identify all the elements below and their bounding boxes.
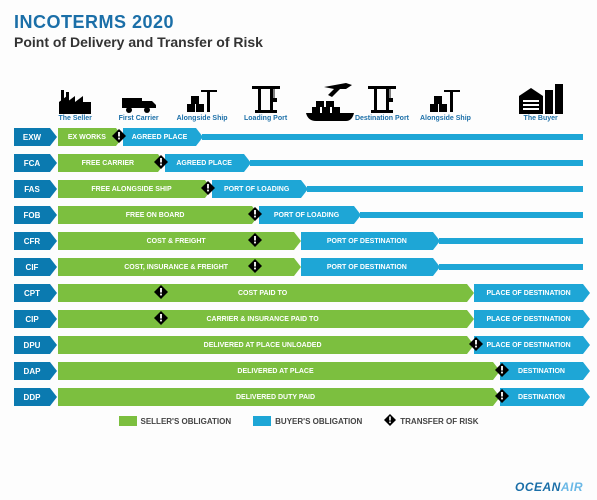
header-stop-dest_port: Destination Port [354,84,410,122]
legend-buyer: BUYER'S OBLIGATION [253,414,362,428]
buyer-tail [360,212,583,218]
brand-logo: OCEANAIR [515,480,583,494]
incoterm-track: DELIVERED DUTY PAID DESTINATION [58,388,583,406]
legend-swatch-buyer [253,416,271,426]
transfer-of-risk-marker [201,181,215,195]
seller-segment: FREE ALONGSIDE SHIP [58,180,205,198]
incoterm-track: EX WORKS AGREED PLACE [58,128,583,146]
buyer-segment: PORT OF LOADING [212,180,301,198]
transfer-of-risk-marker [154,155,168,169]
incoterm-code-badge: DDP [14,388,50,406]
transfer-of-risk-marker [154,311,168,325]
header-stop-seller: The Seller [47,88,103,122]
brand-part2: AIR [561,480,583,494]
buyer-tail [307,186,583,192]
header-stop-buyer: The Buyer [513,84,569,122]
incoterm-row: CIP CARRIER & INSURANCE PAID TO PLACE OF D… [14,308,583,330]
seller-segment: FREE ON BOARD [58,206,252,224]
header-stop-alongside2: Alongside Ship [417,90,473,122]
incoterm-track: FREE ALONGSIDE SHIP PORT OF LOADING [58,180,583,198]
seller-segment: DELIVERED AT PLACE [58,362,493,380]
transfer-of-risk-marker [112,129,126,143]
incoterm-track: FREE CARRIER AGREED PLACE [58,154,583,172]
seller-segment: FREE CARRIER [58,154,158,172]
buyer-segment: AGREED PLACE [123,128,197,146]
buyer-segment: DESTINATION [500,388,583,406]
incoterm-row: CFR COST & FREIGHTPORT OF DESTINATION [14,230,583,252]
seller-segment: EX WORKS [58,128,116,146]
buyer-tail [250,160,584,166]
seller-segment: DELIVERED DUTY PAID [58,388,493,406]
incoterm-row: DPU DELIVERED AT PLACE UNLOADED PLACE OF D… [14,334,583,356]
page-subtitle: Point of Delivery and Transfer of Risk [14,34,583,50]
incoterm-code-badge: FAS [14,180,50,198]
incoterm-code-badge: CPT [14,284,50,302]
legend-seller: SELLER'S OBLIGATION [119,414,232,428]
transfer-of-risk-marker [495,363,509,377]
incoterm-row: CPT COST PAID TO PLACE OF DESTINATION [14,282,583,304]
transfer-of-risk-marker [154,285,168,299]
incoterm-row: FCA FREE CARRIER AGREED PLACE [14,152,583,174]
buyer-tail [439,238,584,244]
brand-part1: OCEAN [515,480,561,494]
page-title: INCOTERMS 2020 [14,12,583,33]
buyer-segment: DESTINATION [500,362,583,380]
incoterm-code-badge: DAP [14,362,50,380]
incoterm-code-badge: CIP [14,310,50,328]
incoterm-track: DELIVERED AT PLACE UNLOADED PLACE OF DEST… [58,336,583,354]
transfer-of-risk-marker [469,337,483,351]
header-stop-loading_port: Loading Port [238,84,294,122]
incoterm-row: CIF COST, INSURANCE & FREIGHTPORT OF DEST… [14,256,583,278]
transfer-of-risk-marker [248,207,262,221]
incoterm-track: CARRIER & INSURANCE PAID TO PLACE OF DEST… [58,310,583,328]
buyer-segment: PORT OF DESTINATION [301,232,432,250]
header-stop-first_carrier: First Carrier [111,94,167,122]
legend-risk: TRANSFER OF RISK [384,414,478,428]
incoterm-row: FAS FREE ALONGSIDE SHIP PORT OF LOADING [14,178,583,200]
header-stop-alongside1: Alongside Ship [174,90,230,122]
buyer-segment: PORT OF DESTINATION [301,258,432,276]
incoterm-code-badge: FCA [14,154,50,172]
incoterm-track: COST, INSURANCE & FREIGHTPORT OF DESTINA… [58,258,583,276]
incoterm-track: COST & FREIGHTPORT OF DESTINATION [58,232,583,250]
buyer-segment: PORT OF LOADING [259,206,354,224]
header-stop-ship [301,81,357,122]
legend-label-seller: SELLER'S OBLIGATION [141,417,232,426]
incoterm-code-badge: FOB [14,206,50,224]
incoterm-code-badge: EXW [14,128,50,146]
incoterm-row: FOB FREE ON BOARD PORT OF LOADING [14,204,583,226]
transfer-of-risk-marker [495,389,509,403]
incoterm-code-badge: CFR [14,232,50,250]
transfer-of-risk-marker [248,233,262,247]
legend-label-buyer: BUYER'S OBLIGATION [275,417,362,426]
header-stops-row: The SellerFirst CarrierAlongside ShipLoa… [54,54,583,122]
buyer-segment: PLACE OF DESTINATION [474,336,583,354]
incoterm-track: COST PAID TO PLACE OF DESTINATION [58,284,583,302]
incoterm-track: DELIVERED AT PLACE DESTINATION [58,362,583,380]
incoterm-code-badge: DPU [14,336,50,354]
incoterms-rows: EXW EX WORKS AGREED PLACE FCA FREE CARRIER AG… [14,126,583,408]
legend-label-risk: TRANSFER OF RISK [400,417,478,426]
legend: SELLER'S OBLIGATION BUYER'S OBLIGATION T… [14,414,583,428]
seller-segment: CARRIER & INSURANCE PAID TO [58,310,467,328]
legend-swatch-seller [119,416,137,426]
buyer-segment: AGREED PLACE [165,154,244,172]
infographic-page: INCOTERMS 2020 Point of Delivery and Tra… [0,0,597,500]
buyer-tail [439,264,584,270]
seller-segment: DELIVERED AT PLACE UNLOADED [58,336,467,354]
incoterm-row: DDP DELIVERED DUTY PAID DESTINATION [14,386,583,408]
incoterm-track: FREE ON BOARD PORT OF LOADING [58,206,583,224]
transfer-of-risk-marker [248,259,262,273]
buyer-segment: PLACE OF DESTINATION [474,310,583,328]
incoterm-row: DAP DELIVERED AT PLACE DESTINATION [14,360,583,382]
buyer-segment: PLACE OF DESTINATION [474,284,583,302]
incoterm-row: EXW EX WORKS AGREED PLACE [14,126,583,148]
seller-segment: COST PAID TO [58,284,467,302]
incoterm-code-badge: CIF [14,258,50,276]
buyer-tail [202,134,583,140]
risk-icon [384,414,396,428]
